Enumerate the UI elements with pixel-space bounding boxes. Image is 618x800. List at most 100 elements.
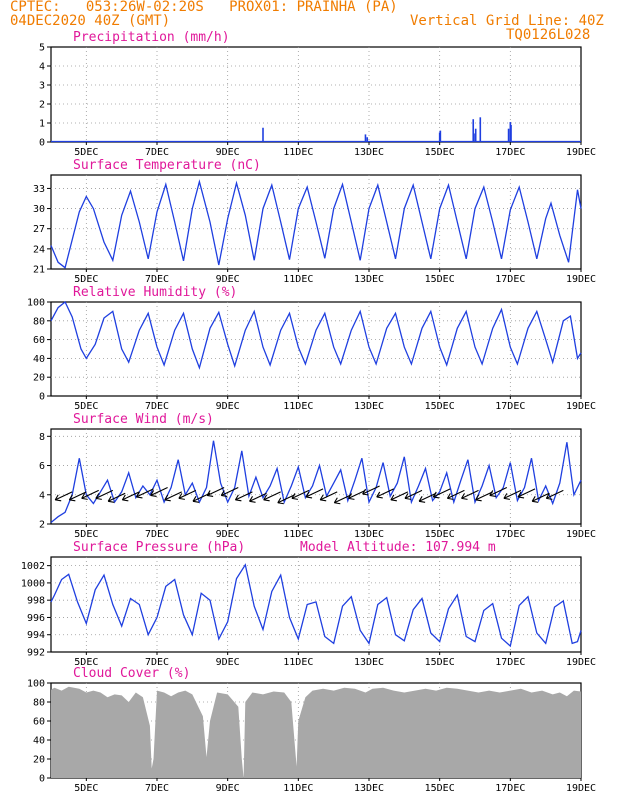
wind-arrow xyxy=(418,492,437,502)
cloud-xtick-label: 5DEC xyxy=(74,783,98,794)
rh-ytick-label: 20 xyxy=(33,373,45,384)
wind-arrow xyxy=(178,489,197,499)
rh-xtick-label: 11DEC xyxy=(283,401,313,412)
wind-arrow xyxy=(122,491,140,501)
rh-title: Relative Humidity (%) xyxy=(73,285,237,300)
wind-xtick-label: 9DEC xyxy=(216,529,240,540)
header-grid-note: Vertical Grid Line: 40Z xyxy=(410,13,604,29)
wind-xtick-label: 5DEC xyxy=(74,529,98,540)
wind-arrow xyxy=(305,488,324,498)
cloud-xtick-label: 13DEC xyxy=(354,783,384,794)
wind-arrow-head xyxy=(192,500,200,503)
cloud-xtick-label: 19DEC xyxy=(566,783,596,794)
wind-arrow xyxy=(164,491,182,501)
wind-arrow xyxy=(95,489,114,499)
wind-arrow-head xyxy=(545,493,550,499)
wind-arrow-head xyxy=(192,496,197,502)
wind-arrow-head xyxy=(320,499,327,502)
wind-arrow-head xyxy=(249,496,254,502)
wind-arrow-head xyxy=(55,499,62,502)
wind-arrow xyxy=(277,494,296,504)
wind-arrow-head xyxy=(503,493,508,499)
wind-xtick-label: 17DEC xyxy=(495,529,525,540)
wind-arrow xyxy=(475,491,493,501)
wind-arrow-head xyxy=(235,499,242,502)
wind-arrow xyxy=(81,489,99,499)
pres-title: Surface Pressure (hPa) xyxy=(73,540,245,555)
wind-arrow-head xyxy=(362,488,367,495)
wind-arrow-head xyxy=(461,493,466,499)
wind-arrow-head xyxy=(150,490,155,496)
wind-arrow-head xyxy=(220,490,225,496)
cloud-ytick-label: 20 xyxy=(33,755,45,766)
wind-arrow-head xyxy=(404,493,409,499)
wind-xtick-label: 15DEC xyxy=(425,529,455,540)
cloud-xtick-label: 7DEC xyxy=(145,783,169,794)
cloud-ytick-label: 40 xyxy=(33,736,45,747)
temp-xtick-label: 11DEC xyxy=(283,274,313,285)
wind-arrow xyxy=(136,488,154,498)
wind-arrow-head xyxy=(95,497,102,500)
wind-arrow-head xyxy=(207,494,214,498)
rh-xtick-label: 15DEC xyxy=(425,401,455,412)
temp-xtick-label: 7DEC xyxy=(145,274,169,285)
temp-xtick-label: 13DEC xyxy=(354,274,384,285)
temp-xtick-label: 19DEC xyxy=(566,274,596,285)
wind-arrow-head xyxy=(503,497,511,500)
wind-xtick-label: 13DEC xyxy=(354,529,384,540)
wind-arrow-head xyxy=(122,499,129,502)
wind-arrow-head xyxy=(319,494,324,501)
wind-arrow-head xyxy=(404,497,412,500)
wind-arrow xyxy=(362,485,380,495)
wind-arrow-head xyxy=(461,497,468,500)
pres-ytick-label: 1000 xyxy=(21,578,45,589)
pres-annotation: Model Altitude: 107.994 m xyxy=(300,540,496,555)
precip-ytick-label: 4 xyxy=(39,62,45,73)
wind-arrow-head xyxy=(517,496,525,499)
wind-ytick-label: 8 xyxy=(39,432,45,443)
pres-ytick-label: 994 xyxy=(27,630,45,641)
cloud-xtick-label: 11DEC xyxy=(283,783,313,794)
wind-arrow-head xyxy=(432,491,437,498)
wind-frame xyxy=(50,428,582,525)
pres-ytick-label: 996 xyxy=(27,613,45,624)
wind-arrow xyxy=(348,489,366,499)
temp-ytick-label: 30 xyxy=(33,204,45,215)
wind-arrow-head xyxy=(305,496,313,499)
rh-series-line xyxy=(50,300,582,370)
temp-ytick-label: 24 xyxy=(33,244,45,255)
wind-arrow-head xyxy=(164,494,169,501)
wind-arrow-head xyxy=(489,490,494,496)
wind-arrow xyxy=(433,488,451,498)
pres-xtick-label: 15DEC xyxy=(425,657,455,668)
pres-xtick-label: 7DEC xyxy=(145,657,169,668)
wind-arrow xyxy=(206,486,225,496)
rh-ytick-label: 40 xyxy=(33,354,45,365)
wind-arrow-head xyxy=(347,493,352,499)
wind-arrow-head xyxy=(446,493,451,499)
wind-arrow xyxy=(461,489,479,499)
header-code: TQ0126L028 xyxy=(506,27,591,43)
temp-ytick-label: 21 xyxy=(33,265,45,276)
wind-arrow xyxy=(221,486,239,496)
cloud-title: Cloud Cover (%) xyxy=(73,666,190,681)
wind-xtick-label: 19DEC xyxy=(566,529,596,540)
wind-series-line xyxy=(50,440,582,524)
header-station-line: CPTEC: 053:26W-02:20S PROX01: PRAINHA (P… xyxy=(10,0,398,15)
cloud-ytick-label: 80 xyxy=(33,698,45,709)
wind-arrow xyxy=(235,491,253,501)
cloud-ytick-label: 0 xyxy=(39,774,45,785)
wind-arrow-head xyxy=(234,494,239,501)
wind-arrow-head xyxy=(305,491,310,498)
temp-title: Surface Temperature (nC) xyxy=(73,158,261,173)
wind-arrow-head xyxy=(291,493,296,499)
pres-ytick-label: 992 xyxy=(27,648,45,659)
wind-arrow-head xyxy=(333,497,338,504)
wind-arrow-head xyxy=(95,493,100,499)
temp-xtick-label: 17DEC xyxy=(495,274,525,285)
wind-arrow-head xyxy=(135,491,140,498)
wind-arrow xyxy=(517,488,536,498)
precip-frame xyxy=(50,46,582,143)
wind-arrow-head xyxy=(206,490,211,496)
